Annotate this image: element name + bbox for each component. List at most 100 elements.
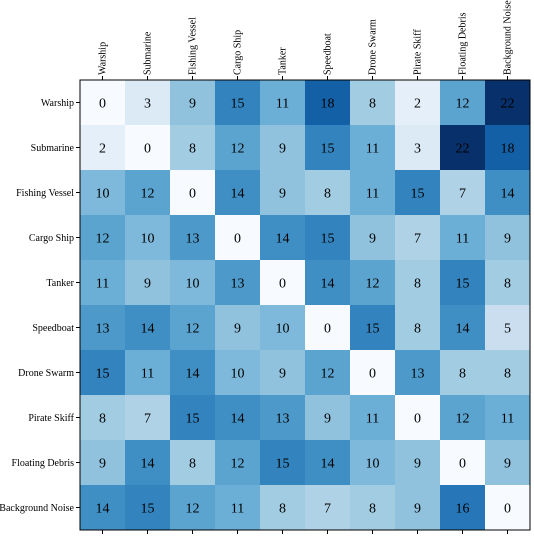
x-tick-label-9: Background Noise [503, 0, 514, 75]
heatmap-cell-r3-c1 [125, 215, 171, 261]
cell-value-r3-c6: 9 [369, 232, 376, 247]
cell-value-r0-c0: 0 [99, 97, 106, 112]
heatmap-cell-r6-c5 [305, 350, 351, 396]
x-axis-ticks: Warship Submarine Fishing Vessel Cargo Ship… [98, 0, 514, 534]
heatmap-cell-r1-c0 [80, 125, 126, 171]
cell-value-r1-c6: 11 [366, 142, 379, 157]
cell-value-r3-c5: 15 [321, 232, 335, 247]
x-tick-label-2: Fishing Vessel [188, 17, 199, 75]
cell-value-r1-c0: 2 [99, 142, 106, 157]
heatmap-cell-r3-c3 [215, 215, 261, 261]
heatmap-cell-r6-c4 [260, 350, 306, 396]
heatmap-cell-r2-c1 [125, 170, 171, 216]
heatmap-cell-r0-c8 [440, 80, 486, 126]
heatmap-cell-r6-c9 [485, 350, 531, 396]
heatmap-cell-r3-c7 [395, 215, 441, 261]
cell-value-r6-c9: 8 [504, 367, 511, 382]
y-tick-label-5: Speedboat [32, 323, 74, 334]
cell-value-r2-c0: 10 [96, 187, 110, 202]
heatmap-cell-r6-c8 [440, 350, 486, 396]
heatmap-cell-r5-c2 [170, 305, 216, 351]
cell-value-r9-c9: 0 [504, 502, 511, 517]
cell-value-r8-c2: 8 [189, 457, 196, 472]
cell-value-r1-c1: 0 [144, 142, 151, 157]
heatmap-cell-r3-c9 [485, 215, 531, 261]
heatmap-cell-r1-c4 [260, 125, 306, 171]
cell-value-r8-c3: 12 [231, 457, 245, 472]
heatmap-cell-r6-c2 [170, 350, 216, 396]
heatmap-cell-r2-c5 [305, 170, 351, 216]
heatmap-cell-r7-c7 [395, 395, 441, 441]
heatmap-cell-r8-c3 [215, 440, 261, 486]
heatmap-cell-r0-c4 [260, 80, 306, 126]
heatmap-cell-r2-c8 [440, 170, 486, 216]
cell-value-r4-c6: 12 [366, 277, 380, 292]
cell-value-r7-c7: 0 [414, 412, 421, 427]
heatmap-cell-r8-c2 [170, 440, 216, 486]
cell-value-r3-c7: 7 [414, 232, 421, 247]
cell-value-r3-c8: 11 [456, 232, 469, 247]
heatmap-cell-r7-c3 [215, 395, 261, 441]
cell-value-r6-c5: 12 [321, 367, 335, 382]
heatmap-cell-r8-c6 [350, 440, 396, 486]
cell-value-r7-c6: 11 [366, 412, 379, 427]
cell-value-r9-c3: 11 [231, 502, 244, 517]
cell-value-r6-c4: 9 [279, 367, 286, 382]
cell-value-r3-c0: 12 [96, 232, 110, 247]
cell-value-r5-c5: 0 [324, 322, 331, 337]
cell-value-r6-c8: 8 [459, 367, 466, 382]
cell-value-r3-c9: 9 [504, 232, 511, 247]
cell-value-r9-c2: 12 [186, 502, 200, 517]
heatmap-cell-r9-c8 [440, 485, 486, 531]
cell-value-r2-c2: 0 [189, 187, 196, 202]
heatmap-cell-r5-c1 [125, 305, 171, 351]
x-tick-label-6: Drone Swarm [368, 19, 379, 75]
heatmap-cell-r7-c5 [305, 395, 351, 441]
cell-value-r0-c5: 18 [321, 97, 335, 112]
heatmap-cell-r4-c4 [260, 260, 306, 306]
y-tick-label-8: Floating Debris [12, 458, 75, 469]
cell-value-r0-c7: 2 [414, 97, 421, 112]
cell-value-r4-c3: 13 [231, 277, 245, 292]
heatmap-cell-r1-c8 [440, 125, 486, 171]
cell-value-r9-c8: 16 [456, 502, 470, 517]
y-tick-label-2: Fishing Vessel [16, 188, 74, 199]
x-tick-label-8: Floating Debris [458, 12, 469, 75]
x-tick-label-4: Tanker [278, 47, 289, 75]
cell-value-r1-c5: 15 [321, 142, 335, 157]
cell-value-r8-c0: 9 [99, 457, 106, 472]
heatmap-cell-r0-c3 [215, 80, 261, 126]
x-tick-label-7: Pirate Skiff [413, 29, 424, 75]
cell-value-r4-c7: 8 [414, 277, 421, 292]
heatmap-cell-r8-c0 [80, 440, 126, 486]
cell-value-r9-c7: 9 [414, 502, 421, 517]
cell-value-r1-c3: 12 [231, 142, 245, 157]
cell-value-r3-c4: 14 [276, 232, 290, 247]
cell-value-r7-c2: 15 [186, 412, 200, 427]
cell-value-r2-c8: 7 [459, 187, 466, 202]
heatmap-cell-r4-c9 [485, 260, 531, 306]
cell-value-r0-c1: 3 [144, 97, 151, 112]
cell-value-r7-c9: 11 [501, 412, 514, 427]
heatmap-cell-r6-c3 [215, 350, 261, 396]
cell-value-r7-c3: 14 [231, 412, 245, 427]
heatmap-cell-r9-c5 [305, 485, 351, 531]
heatmap-cell-r3-c6 [350, 215, 396, 261]
heatmap-cell-r0-c1 [125, 80, 171, 126]
cell-value-r4-c0: 11 [96, 277, 109, 292]
cell-value-r0-c6: 8 [369, 97, 376, 112]
heatmap-cell-r7-c4 [260, 395, 306, 441]
heatmap-cell-r4-c3 [215, 260, 261, 306]
heatmap-cell-r4-c8 [440, 260, 486, 306]
heatmap-cell-r3-c2 [170, 215, 216, 261]
cell-value-r7-c8: 12 [456, 412, 470, 427]
cell-value-r9-c4: 8 [279, 502, 286, 517]
cell-value-r1-c9: 18 [501, 142, 515, 157]
cell-value-r7-c0: 8 [99, 412, 106, 427]
heatmap-cell-r0-c7 [395, 80, 441, 126]
heatmap-cell-r2-c3 [215, 170, 261, 216]
heatmap-cell-r9-c2 [170, 485, 216, 531]
heatmap-cell-r8-c5 [305, 440, 351, 486]
